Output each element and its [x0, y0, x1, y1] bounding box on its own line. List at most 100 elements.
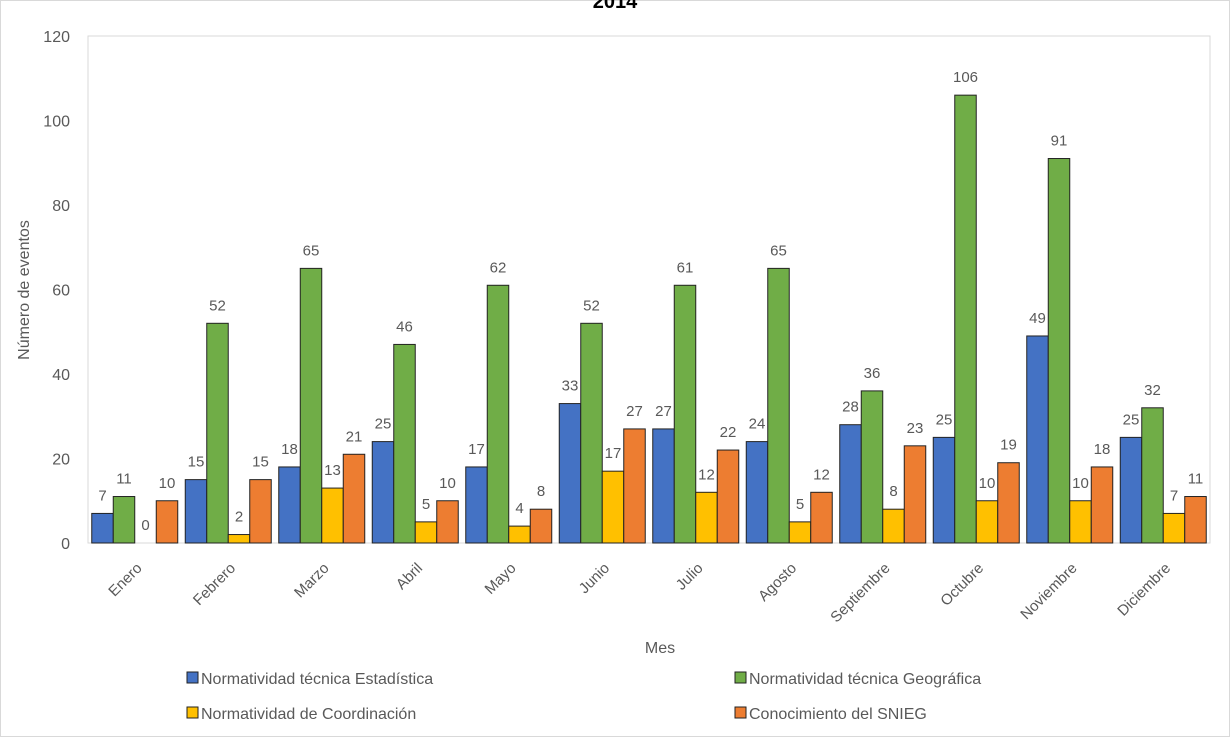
data-label: 27 — [655, 403, 672, 420]
bar — [882, 508, 905, 544]
bar — [1090, 466, 1114, 544]
bar — [371, 441, 395, 544]
data-label: 7 — [98, 487, 106, 504]
data-label: 65 — [770, 242, 787, 259]
data-label: 25 — [375, 416, 392, 433]
data-label: 15 — [188, 454, 205, 471]
legend-swatch — [734, 671, 747, 684]
bar — [206, 322, 229, 544]
data-label: 91 — [1051, 133, 1068, 150]
data-label: 61 — [677, 259, 694, 276]
bar — [558, 403, 582, 544]
y-tick-label: 20 — [52, 452, 70, 469]
data-labels: 7110101552215186513212546510176248335217… — [98, 69, 1203, 534]
bar — [601, 470, 625, 544]
data-label: 27 — [626, 403, 643, 420]
data-label: 8 — [537, 483, 545, 500]
data-label: 25 — [1123, 411, 1140, 428]
data-label: 11 — [1188, 471, 1204, 488]
bar — [767, 267, 790, 544]
bar — [465, 466, 488, 544]
bar — [321, 487, 344, 544]
bar — [529, 508, 553, 544]
bar — [673, 284, 697, 544]
legend-label: Normatividad técnica Estadística — [201, 671, 433, 688]
data-label: 2 — [235, 509, 243, 526]
data-label: 18 — [281, 441, 298, 458]
y-tick-label: 0 — [61, 536, 70, 553]
plot-border — [87, 35, 1211, 544]
data-label: 10 — [439, 475, 456, 492]
bar — [716, 449, 740, 544]
data-label: 21 — [346, 428, 363, 445]
bar — [652, 428, 675, 544]
bar — [745, 441, 769, 544]
data-label: 12 — [813, 466, 830, 483]
y-axis: 0 20 40 60 80 100 120 — [43, 29, 70, 553]
data-label: 10 — [1072, 475, 1089, 492]
data-label: 12 — [698, 466, 715, 483]
data-label: 32 — [1144, 382, 1161, 399]
data-label: 24 — [749, 416, 766, 433]
y-tick-label: 120 — [43, 29, 70, 46]
data-label: 8 — [889, 483, 897, 500]
data-label: 62 — [490, 259, 507, 276]
data-label: 10 — [159, 475, 176, 492]
bar — [1069, 500, 1092, 544]
bar — [788, 521, 812, 544]
bar — [1141, 407, 1164, 544]
legend: Normatividad técnica Estadística Normativ… — [186, 671, 981, 723]
bar — [903, 445, 927, 544]
bar — [278, 466, 301, 544]
bar — [414, 521, 438, 544]
data-label: 18 — [1094, 441, 1111, 458]
bars — [91, 94, 1207, 544]
chart-title: 2014 — [593, 0, 638, 13]
data-label: 52 — [209, 297, 226, 314]
y-tick-label: 100 — [43, 114, 70, 131]
data-label: 17 — [468, 441, 485, 458]
bar — [860, 390, 884, 544]
bar — [810, 491, 833, 544]
data-label: 33 — [562, 378, 579, 395]
bar — [623, 428, 646, 544]
bar — [1162, 512, 1186, 544]
plot-area — [87, 35, 1211, 544]
data-label: 17 — [605, 445, 622, 462]
data-label: 23 — [907, 420, 924, 437]
data-label: 4 — [515, 500, 523, 517]
bar — [299, 267, 323, 544]
bar — [997, 462, 1020, 544]
bar — [184, 479, 208, 544]
bar — [393, 343, 416, 544]
bar — [155, 500, 179, 544]
data-label: 52 — [583, 297, 600, 314]
data-label: 5 — [796, 496, 804, 513]
bar — [91, 512, 114, 544]
bar — [508, 525, 531, 544]
bar — [249, 479, 272, 544]
y-axis-label: Número de eventos — [16, 220, 33, 360]
legend-swatch — [734, 706, 747, 719]
bar — [975, 500, 999, 544]
data-label: 46 — [396, 318, 413, 335]
data-label: 28 — [842, 399, 859, 416]
bar — [580, 322, 603, 544]
data-label: 7 — [1170, 487, 1178, 504]
data-label: 15 — [252, 454, 269, 471]
legend-swatch — [186, 706, 199, 719]
legend-label: Normatividad de Coordinación — [201, 706, 416, 723]
data-label: 36 — [864, 365, 881, 382]
data-label: 19 — [1000, 437, 1017, 454]
bar — [839, 424, 862, 544]
data-label: 13 — [324, 462, 341, 479]
legend-label: Normatividad técnica Geográfica — [749, 671, 981, 688]
y-tick-label: 60 — [52, 283, 70, 300]
bar — [112, 496, 136, 544]
bar — [932, 436, 956, 544]
data-label: 49 — [1029, 310, 1046, 327]
x-axis-label: Mes — [645, 640, 675, 657]
